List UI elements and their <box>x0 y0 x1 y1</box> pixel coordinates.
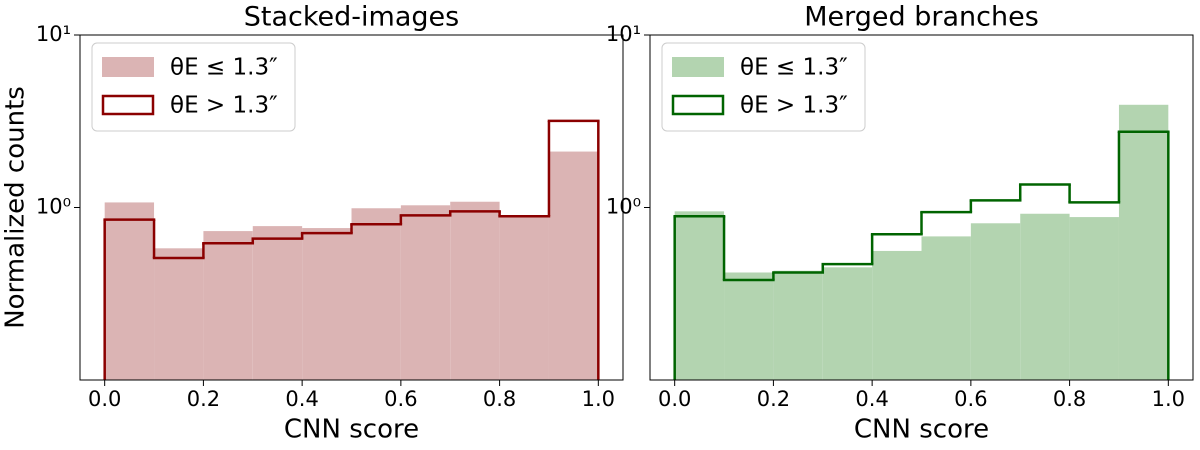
hist-bar <box>351 208 401 380</box>
y-tick-label: 10¹ <box>36 22 71 46</box>
legend-label: θE ≤ 1.3″ <box>740 55 848 81</box>
hist-bar <box>773 270 823 380</box>
hist-bar <box>674 211 725 380</box>
hist-bar <box>548 151 599 380</box>
legend-swatch <box>671 94 725 116</box>
x-tick-label: 1.0 <box>582 387 615 411</box>
x-tick-label: 0.2 <box>757 387 790 411</box>
x-tick-label: 0.2 <box>187 387 220 411</box>
legend-label: θE > 1.3″ <box>170 93 278 119</box>
hist-bar <box>499 215 549 380</box>
x-axis-label: CNN score <box>854 415 989 445</box>
x-tick-label: 0.6 <box>384 387 417 411</box>
x-tick-label: 0.0 <box>88 387 121 411</box>
legend-label: θE ≤ 1.3″ <box>170 55 278 81</box>
x-tick-label: 0.8 <box>483 387 516 411</box>
hist-bar <box>822 267 873 380</box>
x-axis-label: CNN score <box>284 415 419 445</box>
panel-title: Stacked-images <box>244 2 459 33</box>
hist-bar <box>724 272 774 380</box>
legend-swatch <box>102 57 154 77</box>
x-tick-label: 0.8 <box>1053 387 1086 411</box>
panel-title: Merged branches <box>804 2 1039 33</box>
x-tick-label: 0.0 <box>658 387 691 411</box>
legend-swatch <box>101 94 155 116</box>
legend-label: θE > 1.3″ <box>740 93 848 119</box>
legend-swatch <box>672 57 724 77</box>
hist-bar <box>400 205 451 380</box>
y-tick-label: 10⁰ <box>36 195 71 219</box>
hist-bar <box>104 202 155 380</box>
hist-bar <box>970 223 1021 380</box>
x-tick-label: 0.4 <box>285 387 318 411</box>
x-tick-label: 0.4 <box>855 387 888 411</box>
y-axis-label: Normalized counts <box>1 86 31 329</box>
hist-bar <box>154 248 204 380</box>
x-tick-label: 0.6 <box>954 387 987 411</box>
hist-bar <box>872 250 922 380</box>
hist-bar <box>1020 213 1070 380</box>
hist-bar <box>921 236 971 380</box>
y-tick-label: 10⁰ <box>606 195 641 219</box>
hist-bar <box>252 226 303 380</box>
hist-bar <box>450 201 500 380</box>
y-tick-label: 10¹ <box>606 22 641 46</box>
hist-bar <box>1118 104 1169 380</box>
hist-bar <box>203 231 253 380</box>
x-tick-label: 1.0 <box>1152 387 1185 411</box>
hist-bar <box>302 228 352 380</box>
hist-bar <box>1069 217 1119 380</box>
